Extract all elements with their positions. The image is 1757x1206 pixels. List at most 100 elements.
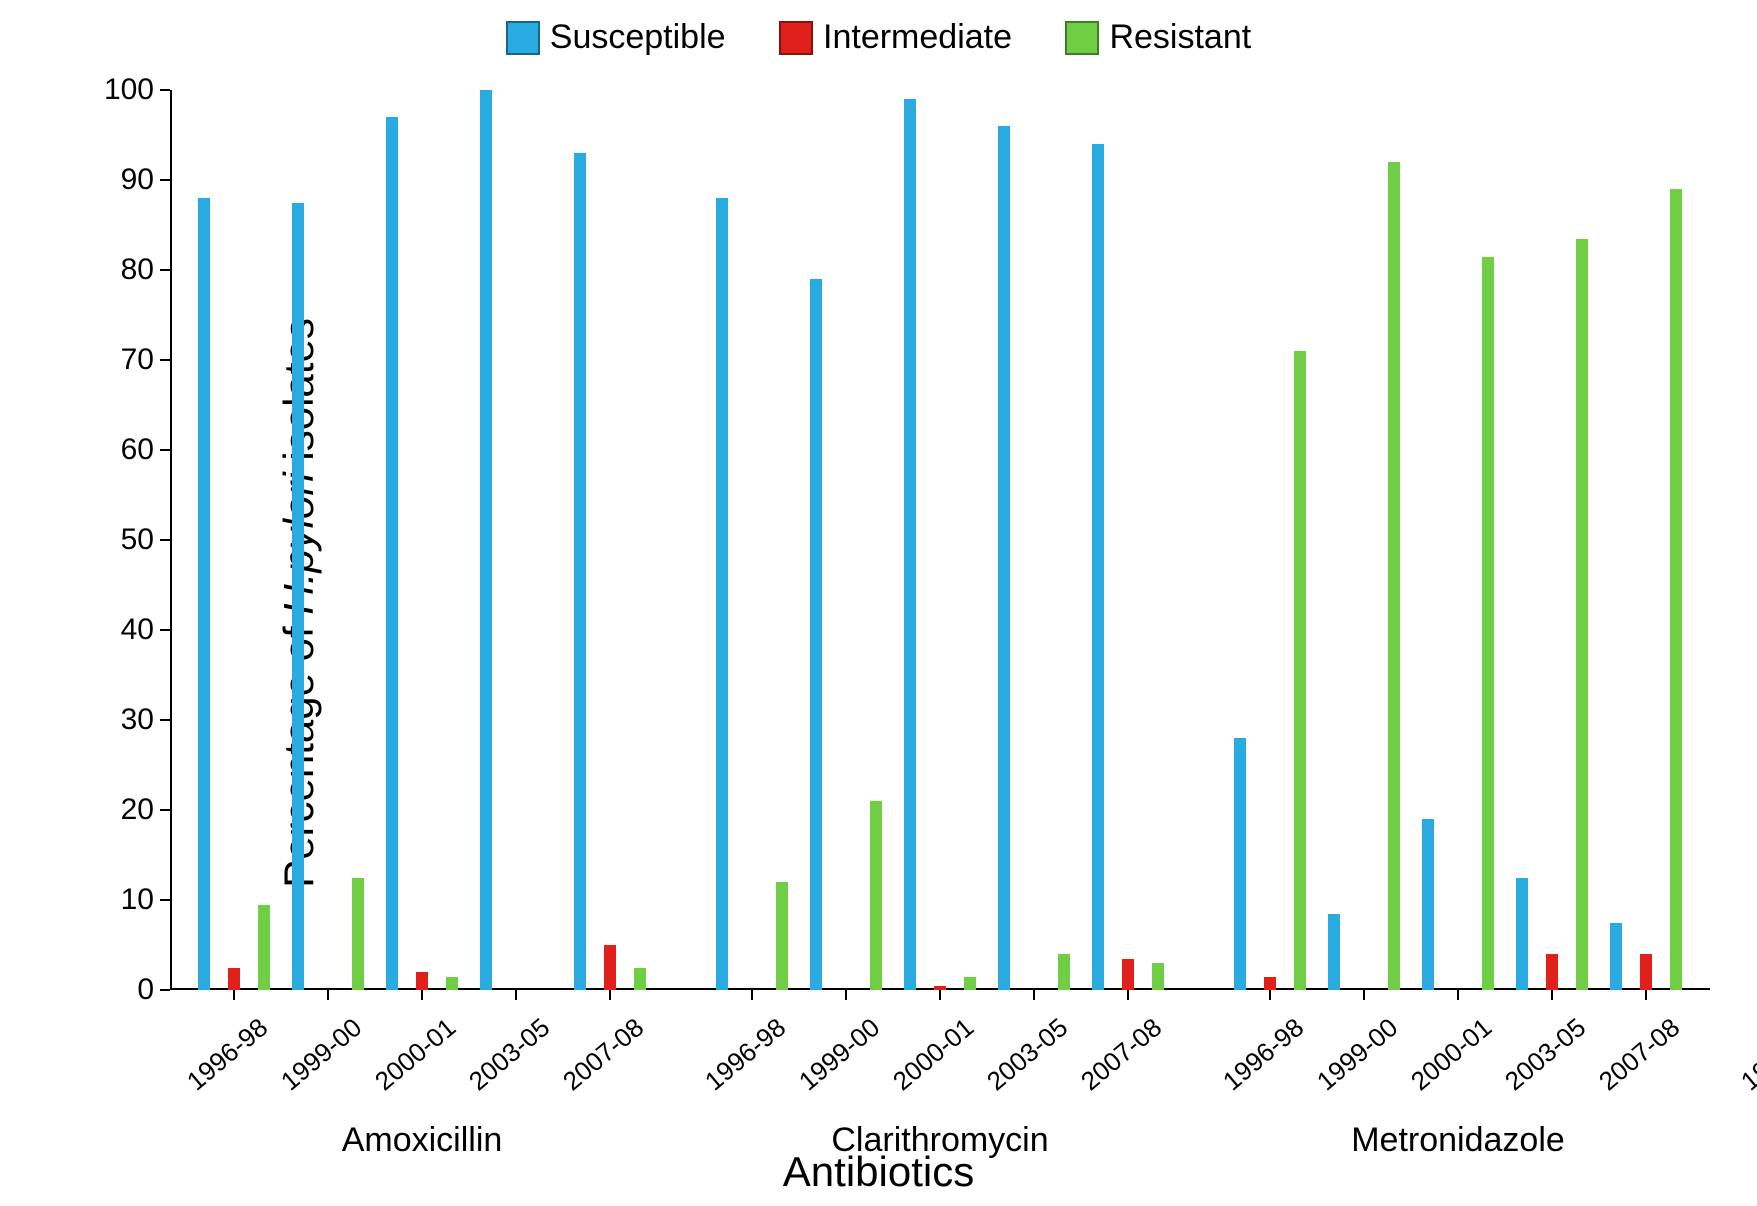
x-tick-mark — [1645, 990, 1647, 1000]
x-tick-mark — [1457, 990, 1459, 1000]
y-tick-label: 70 — [121, 343, 154, 377]
bar-resistant — [1482, 257, 1494, 991]
y-tick-mark — [160, 359, 170, 361]
period-label: 1996-98 — [695, 1012, 792, 1100]
bar-resistant — [352, 878, 364, 991]
x-tick-mark — [1269, 990, 1271, 1000]
bar-susceptible — [1516, 878, 1528, 991]
antibiotic-label: Amoxicillin — [342, 1121, 503, 1160]
y-tick-label: 30 — [121, 703, 154, 737]
y-axis-line — [170, 90, 172, 990]
bar-intermediate — [1122, 959, 1134, 991]
legend-item-resistant: Resistant — [1065, 18, 1251, 57]
y-tick-mark — [160, 539, 170, 541]
x-tick-mark — [1033, 990, 1035, 1000]
x-tick-mark — [845, 990, 847, 1000]
period-label: 2000-01 — [365, 1012, 462, 1100]
y-tick-label: 100 — [104, 73, 154, 107]
y-tick-mark — [160, 449, 170, 451]
period-label: 2000-01 — [1401, 1012, 1498, 1100]
period-label: 1996-98 — [1731, 1012, 1757, 1100]
legend-swatch-intermediate — [779, 21, 813, 55]
y-tick-mark — [160, 989, 170, 991]
x-tick-mark — [1551, 990, 1553, 1000]
bar-resistant — [870, 801, 882, 990]
y-tick-mark — [160, 89, 170, 91]
x-tick-mark — [327, 990, 329, 1000]
legend-item-susceptible: Susceptible — [506, 18, 726, 57]
bar-susceptible — [480, 90, 492, 990]
antibiotic-label: Clarithromycin — [831, 1121, 1048, 1160]
y-tick-mark — [160, 719, 170, 721]
y-tick-label: 80 — [121, 253, 154, 287]
period-label: 1999-00 — [1307, 1012, 1404, 1100]
bar-susceptible — [904, 99, 916, 990]
bar-resistant — [776, 882, 788, 990]
bar-resistant — [634, 968, 646, 991]
bar-susceptible — [1234, 738, 1246, 990]
period-label: 1999-00 — [271, 1012, 368, 1100]
y-tick-label: 0 — [137, 973, 154, 1007]
legend-label: Resistant — [1109, 18, 1251, 57]
bar-resistant — [1670, 189, 1682, 990]
bar-resistant — [964, 977, 976, 991]
bar-resistant — [1294, 351, 1306, 990]
y-tick-label: 20 — [121, 793, 154, 827]
bar-susceptible — [292, 203, 304, 991]
period-label: 1996-98 — [177, 1012, 274, 1100]
bar-intermediate — [604, 945, 616, 990]
plot-area: 01020304050607080901001996-981999-002000… — [170, 90, 1710, 990]
bar-susceptible — [716, 198, 728, 990]
y-tick-mark — [160, 809, 170, 811]
bar-susceptible — [1328, 914, 1340, 991]
y-tick-mark — [160, 899, 170, 901]
y-tick-label: 50 — [121, 523, 154, 557]
y-tick-label: 10 — [121, 883, 154, 917]
antibiotic-label: Metronidazole — [1351, 1121, 1565, 1160]
period-label: 1996-98 — [1213, 1012, 1310, 1100]
bar-intermediate — [228, 968, 240, 991]
period-label: 2007-08 — [1589, 1012, 1686, 1100]
bar-susceptible — [198, 198, 210, 990]
x-tick-mark — [233, 990, 235, 1000]
bar-intermediate — [1546, 954, 1558, 990]
bar-susceptible — [386, 117, 398, 990]
period-label: 1999-00 — [789, 1012, 886, 1100]
x-tick-mark — [1127, 990, 1129, 1000]
period-label: 2003-05 — [977, 1012, 1074, 1100]
x-tick-mark — [1363, 990, 1365, 1000]
period-label: 2003-05 — [1495, 1012, 1592, 1100]
bar-resistant — [446, 977, 458, 991]
period-label: 2000-01 — [883, 1012, 980, 1100]
period-label: 2007-08 — [1071, 1012, 1168, 1100]
bar-resistant — [1152, 963, 1164, 990]
bar-susceptible — [574, 153, 586, 990]
bar-resistant — [258, 905, 270, 991]
x-tick-mark — [421, 990, 423, 1000]
period-label: 2007-08 — [553, 1012, 650, 1100]
y-tick-mark — [160, 179, 170, 181]
x-tick-mark — [751, 990, 753, 1000]
x-tick-mark — [609, 990, 611, 1000]
legend: Susceptible Intermediate Resistant — [0, 18, 1757, 64]
bar-susceptible — [1422, 819, 1434, 990]
y-tick-mark — [160, 629, 170, 631]
x-tick-mark — [515, 990, 517, 1000]
bar-susceptible — [1610, 923, 1622, 991]
x-tick-mark — [939, 990, 941, 1000]
legend-label: Susceptible — [550, 18, 726, 57]
legend-swatch-resistant — [1065, 21, 1099, 55]
period-label: 2003-05 — [459, 1012, 556, 1100]
bar-resistant — [1058, 954, 1070, 990]
legend-label: Intermediate — [823, 18, 1012, 57]
bar-susceptible — [810, 279, 822, 990]
y-tick-label: 60 — [121, 433, 154, 467]
bar-resistant — [1388, 162, 1400, 990]
y-tick-label: 40 — [121, 613, 154, 647]
chart-container: Susceptible Intermediate Resistant Perce… — [0, 0, 1757, 1206]
bar-susceptible — [1092, 144, 1104, 990]
y-tick-mark — [160, 269, 170, 271]
bar-intermediate — [1640, 954, 1652, 990]
bar-intermediate — [1264, 977, 1276, 991]
y-tick-label: 90 — [121, 163, 154, 197]
